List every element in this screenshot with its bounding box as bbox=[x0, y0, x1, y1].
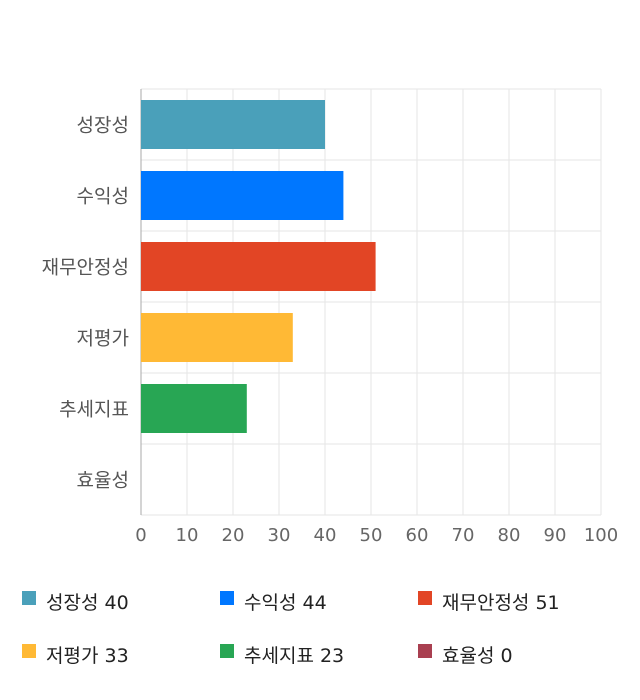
legend-label: 성장성 40 bbox=[46, 592, 129, 614]
legend-item[interactable]: 효율성 0 bbox=[418, 641, 513, 668]
y-category-label: 저평가 bbox=[77, 328, 129, 350]
legend-label: 수익성 44 bbox=[244, 592, 327, 614]
x-tick-label: 90 bbox=[544, 525, 567, 546]
bar bbox=[141, 313, 293, 362]
x-tick-label: 100 bbox=[584, 525, 618, 546]
x-tick-label: 0 bbox=[135, 525, 146, 546]
x-tick-label: 80 bbox=[498, 525, 521, 546]
legend-label: 재무안정성 51 bbox=[442, 592, 560, 614]
bar bbox=[141, 242, 376, 291]
y-category-label: 재무안정성 bbox=[42, 257, 129, 279]
y-category-label: 추세지표 bbox=[59, 399, 129, 421]
y-category-label: 효율성 bbox=[77, 470, 129, 492]
legend-item[interactable]: 수익성 44 bbox=[220, 588, 327, 615]
legend-item[interactable]: 재무안정성 51 bbox=[418, 588, 560, 615]
y-category-label: 수익성 bbox=[77, 186, 129, 208]
bar bbox=[141, 384, 247, 433]
y-category-label: 성장성 bbox=[77, 115, 129, 137]
bar-chart: 0 10 20 30 40 50 60 70 80 90 100 성장성수익성재무안정성저평가추세지표… bbox=[42, 88, 618, 546]
x-tick-label: 40 bbox=[314, 525, 337, 546]
legend-swatch bbox=[220, 643, 234, 658]
x-tick-label: 50 bbox=[360, 525, 383, 546]
legend-label: 효율성 0 bbox=[442, 645, 513, 667]
legend-label: 저평가 33 bbox=[46, 645, 129, 667]
legend-swatch bbox=[418, 590, 432, 605]
bar bbox=[141, 171, 344, 220]
x-tick-label: 20 bbox=[222, 525, 245, 546]
x-tick-label: 60 bbox=[406, 525, 429, 546]
legend-swatch bbox=[22, 643, 36, 658]
legend-item[interactable]: 추세지표 23 bbox=[220, 641, 344, 668]
legend-item[interactable]: 성장성 40 bbox=[22, 588, 129, 615]
bar bbox=[141, 100, 325, 149]
x-tick-label: 70 bbox=[452, 525, 475, 546]
legend-swatch bbox=[220, 590, 234, 605]
legend-label: 추세지표 23 bbox=[244, 645, 345, 667]
legend-item[interactable]: 저평가 33 bbox=[22, 641, 129, 668]
legend-swatch bbox=[418, 643, 432, 658]
x-tick-label: 10 bbox=[176, 525, 199, 546]
legend-swatch bbox=[22, 590, 36, 605]
x-tick-label: 30 bbox=[268, 525, 291, 546]
